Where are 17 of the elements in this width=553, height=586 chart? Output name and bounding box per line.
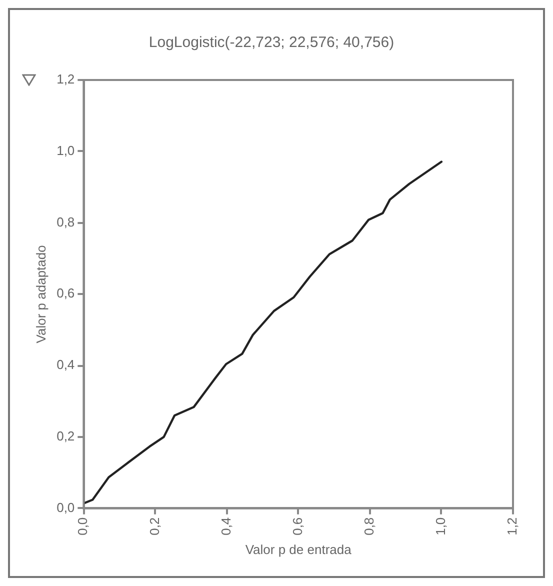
chart-title: LogLogistic(-22,723; 22,576; 40,756) [148,34,394,52]
y-tick-label: 0,4 [56,357,75,372]
x-tick-label: 1,2 [504,517,520,536]
y-tick-label: 0,2 [56,428,75,444]
x-tick-label: 0,6 [290,517,305,536]
x-tick-label: 1,0 [433,517,448,536]
x-tick-label: 0,0 [75,517,90,536]
x-tick-label: 0,2 [146,517,162,536]
y-axis-title: Valor p adaptado [33,245,48,344]
x-tick-label: 0,8 [361,517,376,536]
y-tick-label: 1,2 [56,72,75,87]
x-axis-title: Valor p de entrada [245,542,352,557]
x-tick-label: 0,4 [218,517,234,536]
y-tick-label: 0,8 [56,214,75,230]
y-tick-label: 1,0 [56,142,75,158]
y-tick-label: 0,6 [56,286,75,301]
y-tick-label: 0,0 [56,500,75,515]
